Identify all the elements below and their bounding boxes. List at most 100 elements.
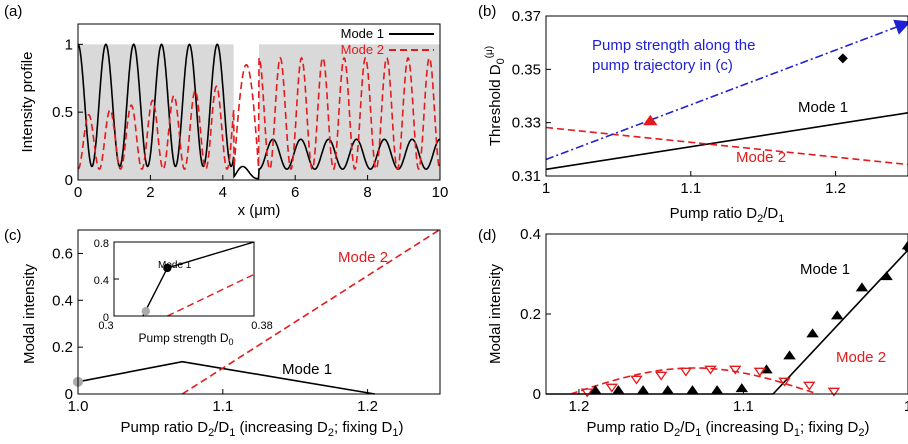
inset-mode1-label: Mode 1 [158, 260, 192, 271]
panel-d-mode1-point [806, 328, 819, 338]
inset-xtick-label: 0.3 [98, 320, 113, 332]
panel-b-chart: 1 1.1 1.2 0.31 0.33 0.35 0.37 Pump ratio D2/D1… [484, 8, 908, 225]
panel-b-mode1-line [545, 112, 908, 171]
inset-ytick-label: 0.4 [94, 275, 109, 287]
panel-b-mode2-line [545, 126, 908, 166]
panel-d-mode2-label: Mode 2 [836, 349, 886, 366]
inset-background [114, 242, 254, 316]
panel-b-pump-trajectory-line [545, 19, 908, 161]
panel-a-xtick-label: 6 [291, 184, 299, 201]
panel-a-ytick-label: 0 [65, 172, 73, 189]
panel-a-ticks: 0 2 4 6 8 10 0 0.5 1 [52, 36, 448, 201]
panel-c-frame [77, 229, 441, 395]
panel-d-x-axis-label: Pump ratio D2/D1 (increasing D1; fixing … [587, 419, 870, 439]
inset-x-axis-label: Pump strength D0 [138, 331, 233, 347]
panel-d-mode1-point [686, 385, 699, 395]
panel-b-mode2-label: Mode 2 [736, 149, 786, 166]
panel-b-x-axis-label: Pump ratio D2/D1 [670, 205, 785, 225]
panel-c-mode2-label: Mode 2 [338, 249, 388, 266]
panel-d-mode1-point [661, 385, 675, 395]
panel-a-legend: Mode 1 Mode 2 [341, 26, 434, 57]
panel-d-mode2-point [803, 381, 816, 391]
panel-d-mode1-point [710, 385, 724, 395]
panel-b-frame [545, 15, 908, 177]
panel-d-xtick-label: 1.1 [733, 398, 754, 415]
panel-d-series [546, 240, 908, 398]
panel-d-mode2-point [704, 365, 717, 375]
panel-d-mode1-label: Mode 1 [800, 261, 850, 278]
panel-a-frame [77, 23, 441, 181]
inset-ticks: 0 0.4 0.8 0.3 0.38 [94, 238, 273, 332]
panel-a-chart: 0 2 4 6 8 10 0 0.5 1 x (μm) Intensity profile Mo… [19, 23, 448, 219]
panel-d-mode2-point [580, 388, 594, 398]
panel-a-ytick-label: 1 [65, 36, 73, 53]
panel-b-y-axis-label: Threshold D0(μ) [484, 46, 507, 146]
panel-b-diamond-marker [837, 53, 848, 64]
panel-d-mode2-curve [570, 367, 818, 395]
panel-a-xtick-label: 8 [363, 184, 371, 201]
panel-d-mode1-line [546, 249, 908, 395]
panel-b-xtick-label: 1 [542, 180, 550, 197]
panel-c-mode1-line [77, 360, 375, 395]
panel-b-ytick-label: 0.33 [512, 115, 541, 132]
panel-b-ytick-label: 0.35 [512, 61, 541, 78]
inset-threshold-marker [163, 263, 172, 273]
panel-c-chart: 1.0 1.1 1.2 0 0.2 0.4 0.6 Pump ratio D2/D1 (in… [21, 228, 441, 439]
panel-b-xtick-label: 1.2 [825, 180, 846, 197]
panel-d-mode1-point [735, 383, 749, 393]
panel-d-mode2-point [630, 375, 643, 385]
panel-d-end-marker [904, 244, 908, 252]
panel-d-mode2-point [827, 387, 841, 397]
inset-ytick-label: 0.8 [94, 238, 109, 250]
inset-ytick-label: 0 [103, 312, 109, 324]
inset-series [141, 241, 255, 317]
panel-b-xtick-label: 1.1 [680, 180, 701, 197]
panel-d-ytick-label: 0.2 [520, 306, 541, 323]
panel-b-mode1-label: Mode 1 [798, 99, 848, 116]
panel-c-ticks: 1.0 1.1 1.2 0 0.2 0.4 0.6 [52, 245, 378, 415]
panel-c-xtick-label: 1.1 [212, 398, 233, 415]
panel-b-blue-annotation-line2: pump trajectory in (c) [592, 57, 733, 74]
panel-d-mode2-point [753, 367, 767, 377]
legend-mode1-label: Mode 1 [341, 26, 384, 41]
panel-d-xtick-label: 1 [904, 398, 908, 415]
panel-d-mode1-point [636, 385, 650, 395]
panel-c-ytick-label: 0.2 [52, 339, 73, 356]
panel-d-y-axis-label: Modal intensity [487, 263, 504, 364]
panel-a-xtick-label: 10 [432, 184, 449, 201]
panel-c-ytick-label: 0.6 [52, 245, 73, 262]
panel-b-ticks: 1 1.1 1.2 0.31 0.33 0.35 0.37 [512, 8, 846, 197]
panel-b-ytick-label: 0.31 [512, 168, 541, 185]
inset-xtick-label: 0.38 [251, 320, 272, 332]
panel-a-xtick-label: 2 [146, 184, 154, 201]
panel-label-a: (a) [4, 3, 22, 20]
panel-c-xtick-label: 1.2 [357, 398, 378, 415]
panel-c-x-axis-label: Pump ratio D2/D1 (increasing D2; fixing … [121, 419, 404, 439]
panel-d-mode1-point [880, 271, 893, 281]
panel-a-mode2-curve [77, 55, 441, 171]
panel-b-series [545, 19, 908, 171]
panel-d-mode1-point [855, 282, 869, 292]
panel-d-ticks: 1.2 1.1 1 0 0.2 0.4 [520, 226, 908, 415]
panel-d-ytick-label: 0.4 [520, 226, 541, 243]
inset-mode2-line [167, 273, 255, 317]
panel-a-xtick-label: 4 [219, 184, 227, 201]
panel-d-mode2-point [728, 365, 742, 375]
panel-b-triangle-marker [643, 114, 658, 126]
panel-d-mode1-point [831, 310, 844, 320]
panel-d-mode2-point [654, 371, 668, 381]
panel-c-ytick-label: 0 [65, 386, 73, 403]
panel-d-chart: 1.2 1.1 1 0 0.2 0.4 Pump ratio D2/D1 (increas… [487, 226, 908, 439]
panel-label-d: (d) [478, 227, 496, 244]
panel-a-series [77, 43, 441, 180]
panel-b-ytick-label: 0.37 [512, 8, 541, 25]
inset-start-marker [141, 306, 151, 316]
panel-d-mode2-point [778, 377, 791, 387]
panel-d-mode2-point [605, 383, 619, 393]
legend-mode2-label: Mode 2 [341, 42, 384, 57]
panel-c-ytick-label: 0.4 [52, 292, 73, 309]
panel-a-mode1-curve [77, 43, 441, 180]
panel-d-mode2-point [679, 367, 693, 377]
panel-label-c: (c) [4, 227, 22, 244]
